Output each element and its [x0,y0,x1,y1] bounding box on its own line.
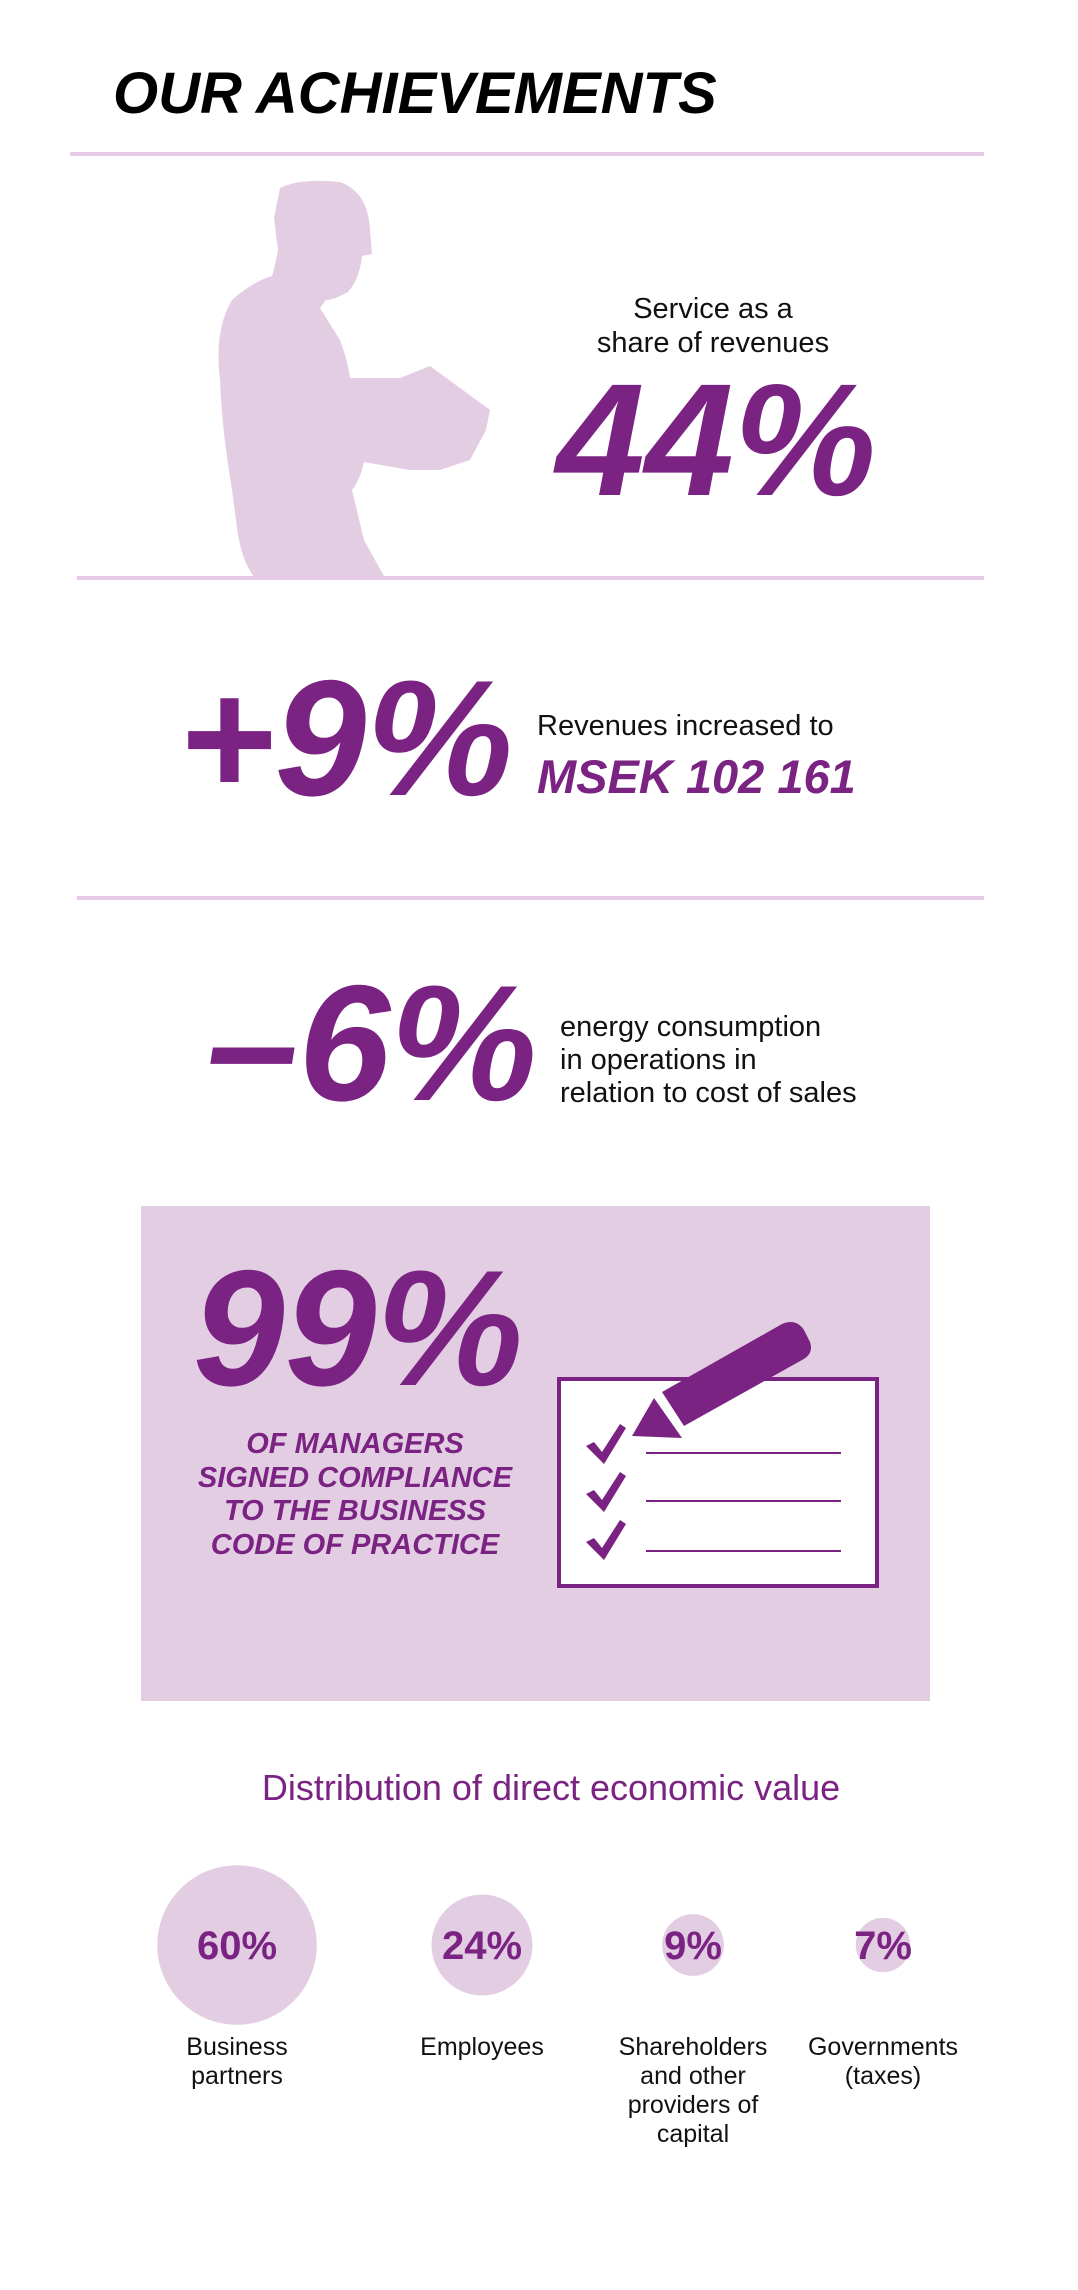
energy-caption: energy consumption [560,1011,821,1043]
service-caption: Service as a [633,293,793,325]
revenue-caption: Revenues increased to [537,710,834,742]
share-label: 60% [197,1924,277,1968]
compliance-caption: OF MANAGERS [246,1428,464,1460]
share-bubble [662,1914,724,1976]
share-label: 24% [442,1924,522,1968]
share-name: partners [191,2062,283,2090]
compliance-figure: 99% [193,1236,523,1420]
energy-caption: relation to cost of sales [560,1077,857,1109]
share-bubble [157,1865,317,2025]
compliance-caption: SIGNED COMPLIANCE [198,1462,514,1494]
revenue-amount: MSEK 102 161 [537,750,856,803]
compliance-caption: TO THE BUSINESS [224,1495,487,1527]
share-name: Employees [420,2033,544,2061]
share-name: (taxes) [845,2062,921,2090]
worker-silhouette [218,180,490,578]
distribution-title: Distribution of direct economic value [262,1767,840,1808]
checklist-icon [557,1322,879,1588]
share-name: and other [640,2062,746,2090]
energy-caption: in operations in [560,1044,757,1076]
service-caption: share of revenues [597,327,829,359]
share-label: 9% [664,1924,722,1968]
share-name: Governments [808,2033,958,2061]
page-title: OUR ACHIEVEMENTS [113,61,717,126]
share-name: providers of [628,2091,759,2119]
share-bubble [855,1917,911,1973]
share-bubble [431,1894,533,1996]
share-name: Business [186,2033,287,2061]
revenue-figure: +9% [178,646,513,830]
share-name: capital [657,2120,729,2148]
compliance-caption: CODE OF PRACTICE [211,1529,501,1561]
share-name: Shareholders [619,2033,768,2061]
share-label: 7% [854,1924,912,1968]
service-figure: 44% [553,350,876,529]
energy-figure: –6% [207,951,537,1135]
